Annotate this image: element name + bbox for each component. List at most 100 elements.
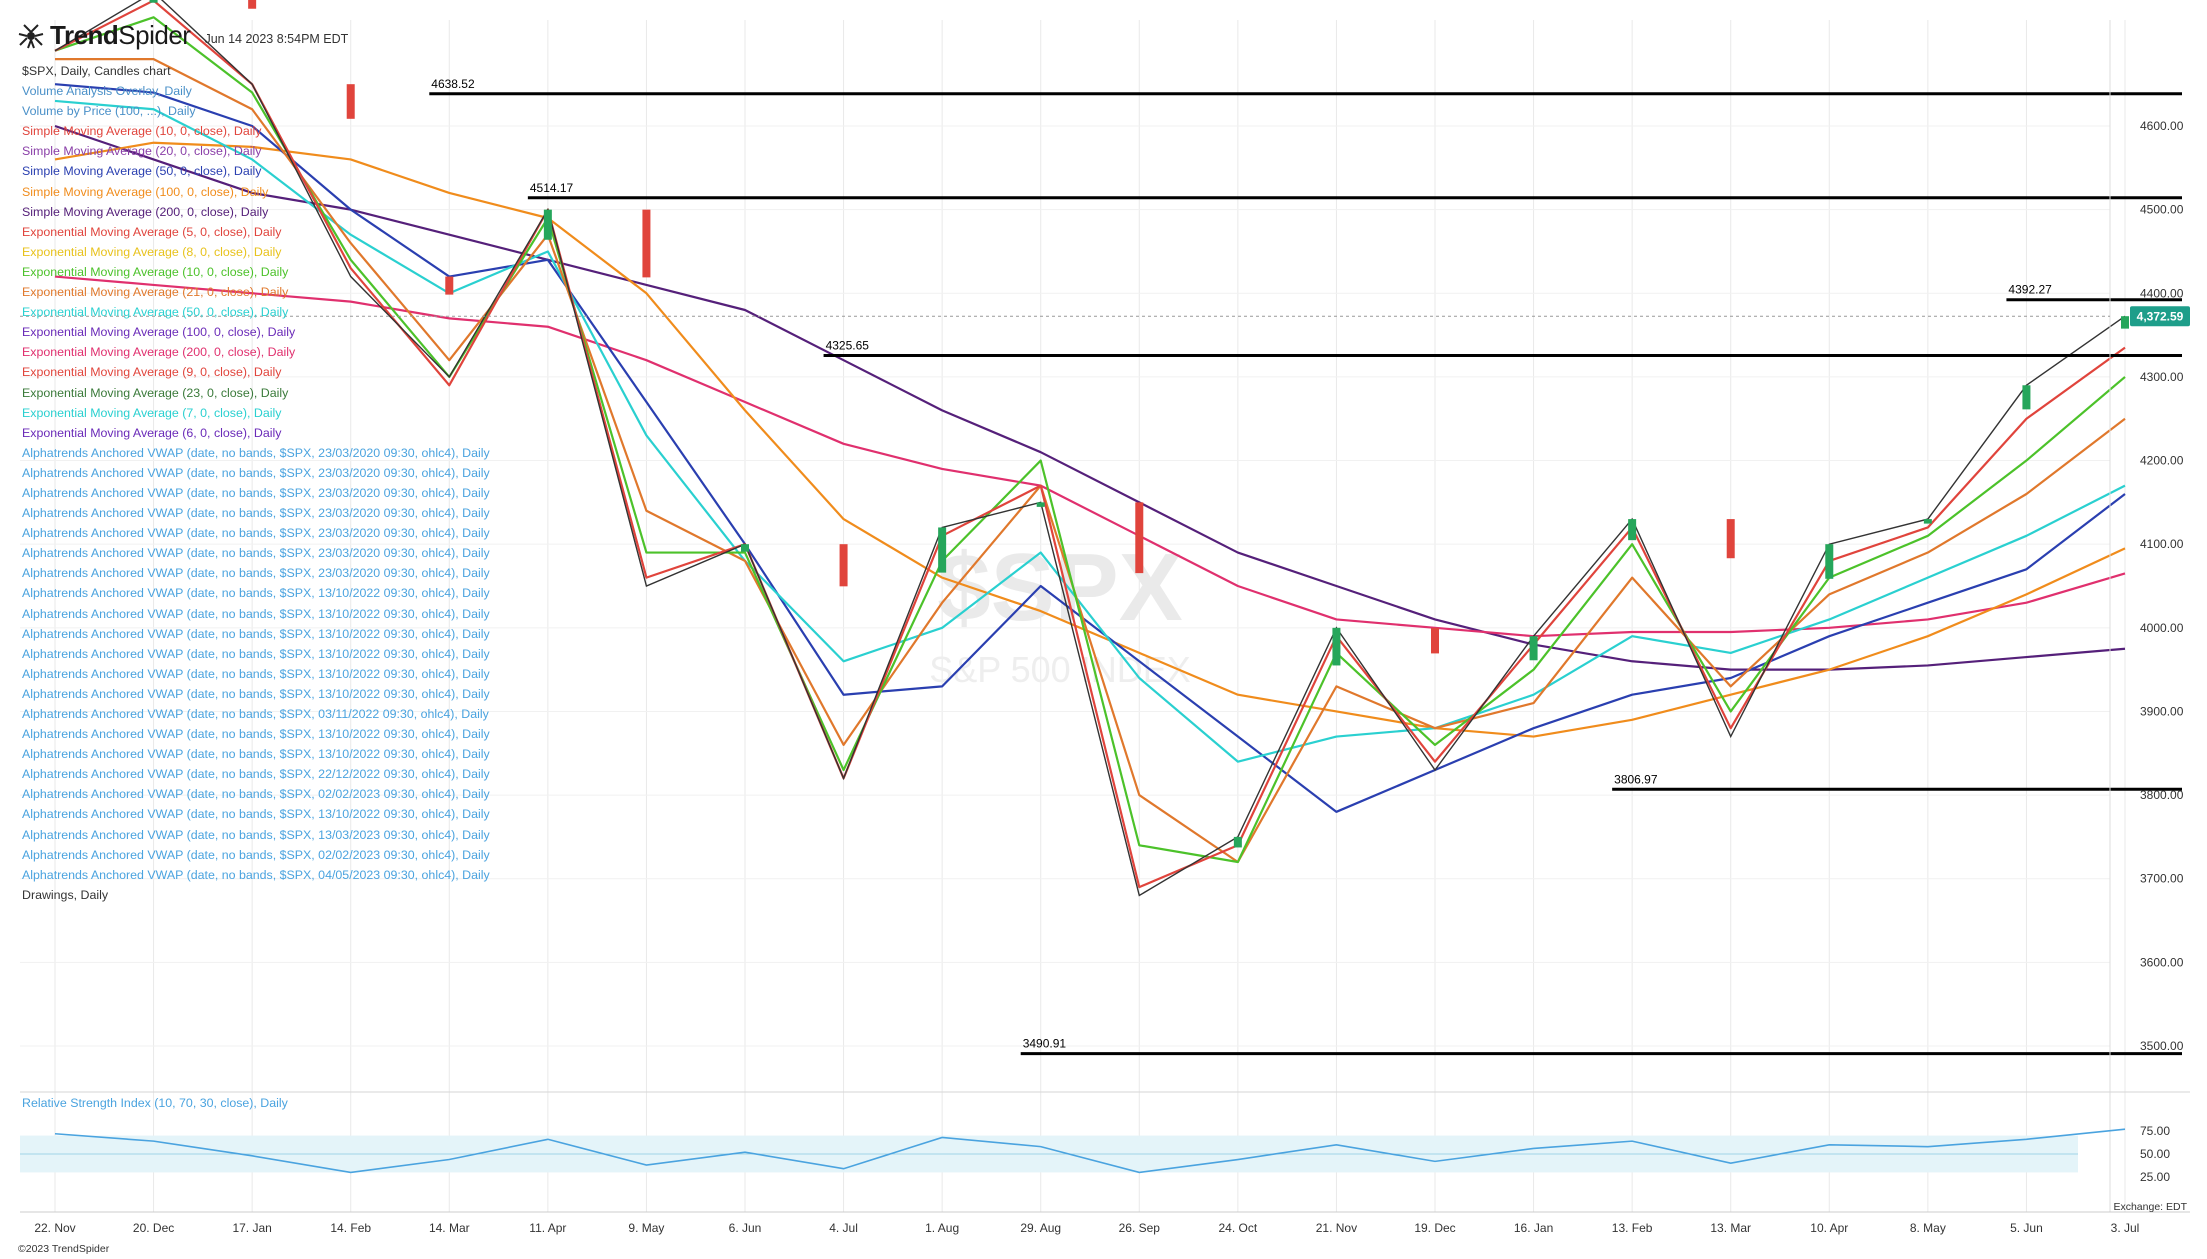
legend-item[interactable]: Alphatrends Anchored VWAP (date, no band… <box>22 526 490 541</box>
legend-item[interactable]: Alphatrends Anchored VWAP (date, no band… <box>22 747 490 762</box>
legend-item[interactable]: Simple Moving Average (100, 0, close), D… <box>22 184 269 199</box>
legend-item[interactable]: Alphatrends Anchored VWAP (date, no band… <box>22 666 490 681</box>
price-axis-label[interactable]: 3600.00 <box>2140 955 2184 969</box>
time-axis-label[interactable]: 26. Sep <box>1119 1221 1161 1235</box>
chart-header: TrendSpider Jun 14 2023 8:54PM EDT <box>18 20 348 51</box>
price-axis-label[interactable]: 3700.00 <box>2140 872 2184 886</box>
legend-item[interactable]: Alphatrends Anchored VWAP (date, no band… <box>22 707 489 721</box>
legend-item[interactable]: Exponential Moving Average (100, 0, clos… <box>22 325 296 340</box>
legend-item[interactable]: Exponential Moving Average (10, 0, close… <box>22 264 289 279</box>
time-axis-label[interactable]: 4. Jul <box>829 1221 858 1235</box>
horizontal-level-label[interactable]: 4638.52 <box>431 77 475 91</box>
time-axis-label[interactable]: 22. Nov <box>34 1221 75 1235</box>
time-axis-label[interactable]: 13. Mar <box>1710 1221 1751 1235</box>
time-axis-label[interactable]: 5. Jun <box>2010 1221 2043 1235</box>
legend-item[interactable]: Alphatrends Anchored VWAP (date, no band… <box>22 767 490 782</box>
legend-item[interactable]: Alphatrends Anchored VWAP (date, no band… <box>22 827 490 842</box>
legend-item[interactable]: Alphatrends Anchored VWAP (date, no band… <box>22 465 490 480</box>
horizontal-level-label[interactable]: 3490.91 <box>1023 1037 1067 1051</box>
time-axis-label[interactable]: 9. May <box>628 1221 664 1235</box>
horizontal-level-label[interactable]: 4392.27 <box>2008 283 2052 297</box>
rsi-axis-label[interactable]: 25.00 <box>2140 1170 2170 1184</box>
legend-item[interactable]: Drawings, Daily <box>22 887 109 902</box>
legend-item[interactable]: Alphatrends Anchored VWAP (date, no band… <box>22 727 490 742</box>
price-axis-label[interactable]: 4100.00 <box>2140 537 2184 551</box>
legend-item[interactable]: Alphatrends Anchored VWAP (date, no band… <box>22 867 490 882</box>
legend-item[interactable]: Alphatrends Anchored VWAP (date, no band… <box>22 606 490 621</box>
legend-item[interactable]: Alphatrends Anchored VWAP (date, no band… <box>22 445 490 460</box>
time-axis-label[interactable]: 29. Aug <box>1020 1221 1061 1235</box>
time-axis-label[interactable]: 6. Jun <box>729 1221 762 1235</box>
legend-item[interactable]: Alphatrends Anchored VWAP (date, no band… <box>22 546 490 561</box>
legend-item[interactable]: Volume by Price (100, ...), Daily <box>22 104 196 119</box>
legend-item[interactable]: Exponential Moving Average (23, 0, close… <box>22 385 289 400</box>
price-candle <box>1529 636 1538 661</box>
legend-item[interactable]: Alphatrends Anchored VWAP (date, no band… <box>22 566 490 581</box>
legend-item[interactable]: Simple Moving Average (50, 0, close), Da… <box>22 164 262 179</box>
indicator-legend[interactable]: $SPX, Daily, Candles chart Volume Analysi… <box>22 61 490 905</box>
price-candle <box>741 544 749 552</box>
price-axis-label[interactable]: 4200.00 <box>2140 454 2184 468</box>
legend-item[interactable]: Exponential Moving Average (5, 0, close)… <box>22 224 282 239</box>
price-axis-label[interactable]: 4300.00 <box>2140 370 2184 384</box>
price-axis-label[interactable]: 3500.00 <box>2140 1039 2184 1053</box>
time-axis-label[interactable]: 10. Apr <box>1810 1221 1848 1235</box>
last-price-label[interactable]: 4,372.59 <box>2137 310 2184 324</box>
time-axis-label[interactable]: 19. Dec <box>1414 1221 1455 1235</box>
moving-average-line <box>54 124 2126 671</box>
horizontal-levels[interactable]: 4638.52 4514.17 4392.27 4325.65 3806.97 3490.… <box>429 77 2182 1056</box>
legend-item[interactable]: $SPX, Daily, Candles chart <box>22 64 171 78</box>
time-axis-label[interactable]: 17. Jan <box>232 1221 271 1235</box>
time-axis-label[interactable]: 14. Mar <box>429 1221 470 1235</box>
price-axis-label[interactable]: 4500.00 <box>2140 203 2184 217</box>
legend-item[interactable]: Exponential Moving Average (7, 0, close)… <box>22 405 282 420</box>
legend-item[interactable]: Alphatrends Anchored VWAP (date, no band… <box>22 506 490 521</box>
time-axis-label[interactable]: 14. Feb <box>330 1221 371 1235</box>
legend-item[interactable]: Volume Analysis Overlay, Daily <box>22 84 192 99</box>
legend-item[interactable]: Exponential Moving Average (50, 0, close… <box>22 305 289 320</box>
horizontal-level-label[interactable]: 4325.65 <box>826 338 870 352</box>
price-axis[interactable]: 3500.00 3600.00 3700.00 3800.00 3900.00 4000.… <box>20 20 2190 1212</box>
time-axis-label[interactable]: 3. Jul <box>2111 1221 2140 1235</box>
legend-item[interactable]: Alphatrends Anchored VWAP (date, no band… <box>22 485 490 500</box>
chart-timestamp: Jun 14 2023 8:54PM EDT <box>204 31 349 46</box>
legend-item[interactable]: Alphatrends Anchored VWAP (date, no band… <box>22 807 490 822</box>
legend-item[interactable]: Alphatrends Anchored VWAP (date, no band… <box>22 686 490 701</box>
last-price-tag[interactable] <box>2130 306 2190 327</box>
time-axis-label[interactable]: 13. Feb <box>1612 1221 1653 1235</box>
price-axis-label[interactable]: 3800.00 <box>2140 788 2184 802</box>
time-axis-label[interactable]: 11. Apr <box>529 1221 566 1235</box>
rsi-indicator-label[interactable]: Relative Strength Index (10, 70, 30, clo… <box>22 1096 288 1110</box>
legend-item[interactable]: Alphatrends Anchored VWAP (date, no band… <box>22 787 490 802</box>
legend-item[interactable]: Exponential Moving Average (200, 0, clos… <box>22 345 296 360</box>
legend-item[interactable]: Exponential Moving Average (6, 0, close)… <box>22 425 282 440</box>
time-axis-label[interactable]: 21. Nov <box>1316 1221 1357 1235</box>
legend-item[interactable]: Alphatrends Anchored VWAP (date, no band… <box>22 626 490 641</box>
rsi-axis-label[interactable]: 75.00 <box>2140 1124 2170 1138</box>
legend-item[interactable]: Exponential Moving Average (21, 0, close… <box>22 285 289 300</box>
price-axis-label[interactable]: 4600.00 <box>2140 119 2184 133</box>
price-axis-label[interactable]: 4400.00 <box>2140 286 2184 300</box>
exchange-timezone: Exchange: EDT <box>2113 1201 2187 1213</box>
time-axis[interactable]: 22. Nov 20. Dec 17. Jan 14. Feb 14. Mar 11. A… <box>20 1211 2190 1235</box>
legend-item[interactable]: Simple Moving Average (20, 0, close), Da… <box>22 144 262 159</box>
time-axis-label[interactable]: 16. Jan <box>1514 1221 1553 1235</box>
time-axis-label[interactable]: 8. May <box>1910 1221 1946 1235</box>
horizontal-level-label[interactable]: 3806.97 <box>1614 772 1658 786</box>
time-axis-label[interactable]: 24. Oct <box>1219 1221 1258 1235</box>
horizontal-level-label[interactable]: 4514.17 <box>530 181 574 195</box>
legend-item[interactable]: Simple Moving Average (10, 0, close), Da… <box>22 124 262 139</box>
legend-item[interactable]: Exponential Moving Average (9, 0, close)… <box>22 365 282 380</box>
price-candle <box>1628 519 1637 541</box>
time-axis-label[interactable]: 1. Aug <box>925 1221 959 1235</box>
price-axis-label[interactable]: 4000.00 <box>2140 621 2184 635</box>
rsi-axis-label[interactable]: 50.00 <box>2140 1147 2170 1161</box>
legend-item[interactable]: Simple Moving Average (200, 0, close), D… <box>22 204 269 219</box>
legend-item[interactable]: Alphatrends Anchored VWAP (date, no band… <box>22 646 490 661</box>
legend-item[interactable]: Alphatrends Anchored VWAP (date, no band… <box>22 586 490 601</box>
time-axis-label[interactable]: 20. Dec <box>133 1221 174 1235</box>
price-axis-label[interactable]: 3900.00 <box>2140 704 2184 718</box>
legend-item[interactable]: Exponential Moving Average (8, 0, close)… <box>22 244 282 259</box>
legend-item[interactable]: Alphatrends Anchored VWAP (date, no band… <box>22 847 490 862</box>
